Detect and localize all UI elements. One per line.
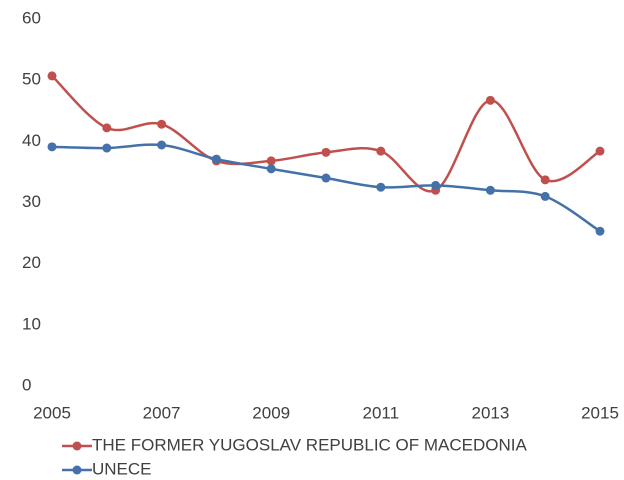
data-point bbox=[157, 140, 167, 150]
x-tick-label: 2007 bbox=[143, 403, 181, 422]
data-point bbox=[321, 147, 331, 157]
y-tick-label: 0 bbox=[22, 375, 31, 394]
data-point bbox=[376, 182, 386, 192]
data-point bbox=[102, 123, 112, 133]
y-tick-label: 50 bbox=[22, 70, 41, 89]
legend-label: THE FORMER YUGOSLAV REPUBLIC OF MACEDONI… bbox=[92, 435, 527, 454]
y-tick-label: 30 bbox=[22, 192, 41, 211]
data-point bbox=[595, 146, 605, 156]
data-point bbox=[376, 146, 386, 156]
data-point bbox=[595, 226, 605, 236]
data-point bbox=[431, 180, 441, 190]
x-tick-label: 2013 bbox=[471, 403, 509, 422]
series-line bbox=[51, 143, 601, 233]
data-point bbox=[266, 164, 276, 174]
y-tick-label: 40 bbox=[22, 131, 41, 150]
data-point bbox=[485, 95, 495, 105]
x-tick-label: 2005 bbox=[33, 403, 71, 422]
y-tick-label: 60 bbox=[22, 8, 41, 27]
data-point bbox=[211, 154, 221, 164]
data-point bbox=[540, 175, 550, 185]
legend-label: UNECE bbox=[92, 459, 152, 478]
data-point bbox=[485, 185, 495, 195]
series-line bbox=[51, 74, 601, 193]
legend-swatch-marker bbox=[72, 465, 82, 475]
legend-swatch-marker bbox=[72, 441, 82, 451]
x-tick-label: 2015 bbox=[581, 403, 619, 422]
y-tick-label: 10 bbox=[22, 314, 41, 333]
data-point bbox=[102, 143, 112, 153]
data-point bbox=[157, 119, 167, 129]
data-point bbox=[321, 173, 331, 183]
y-tick-label: 20 bbox=[22, 253, 41, 272]
x-tick-label: 2011 bbox=[363, 403, 400, 422]
x-tick-label: 2009 bbox=[252, 403, 290, 422]
data-point bbox=[540, 191, 550, 201]
data-point bbox=[266, 156, 276, 166]
data-point bbox=[47, 71, 57, 81]
data-point bbox=[47, 142, 57, 152]
